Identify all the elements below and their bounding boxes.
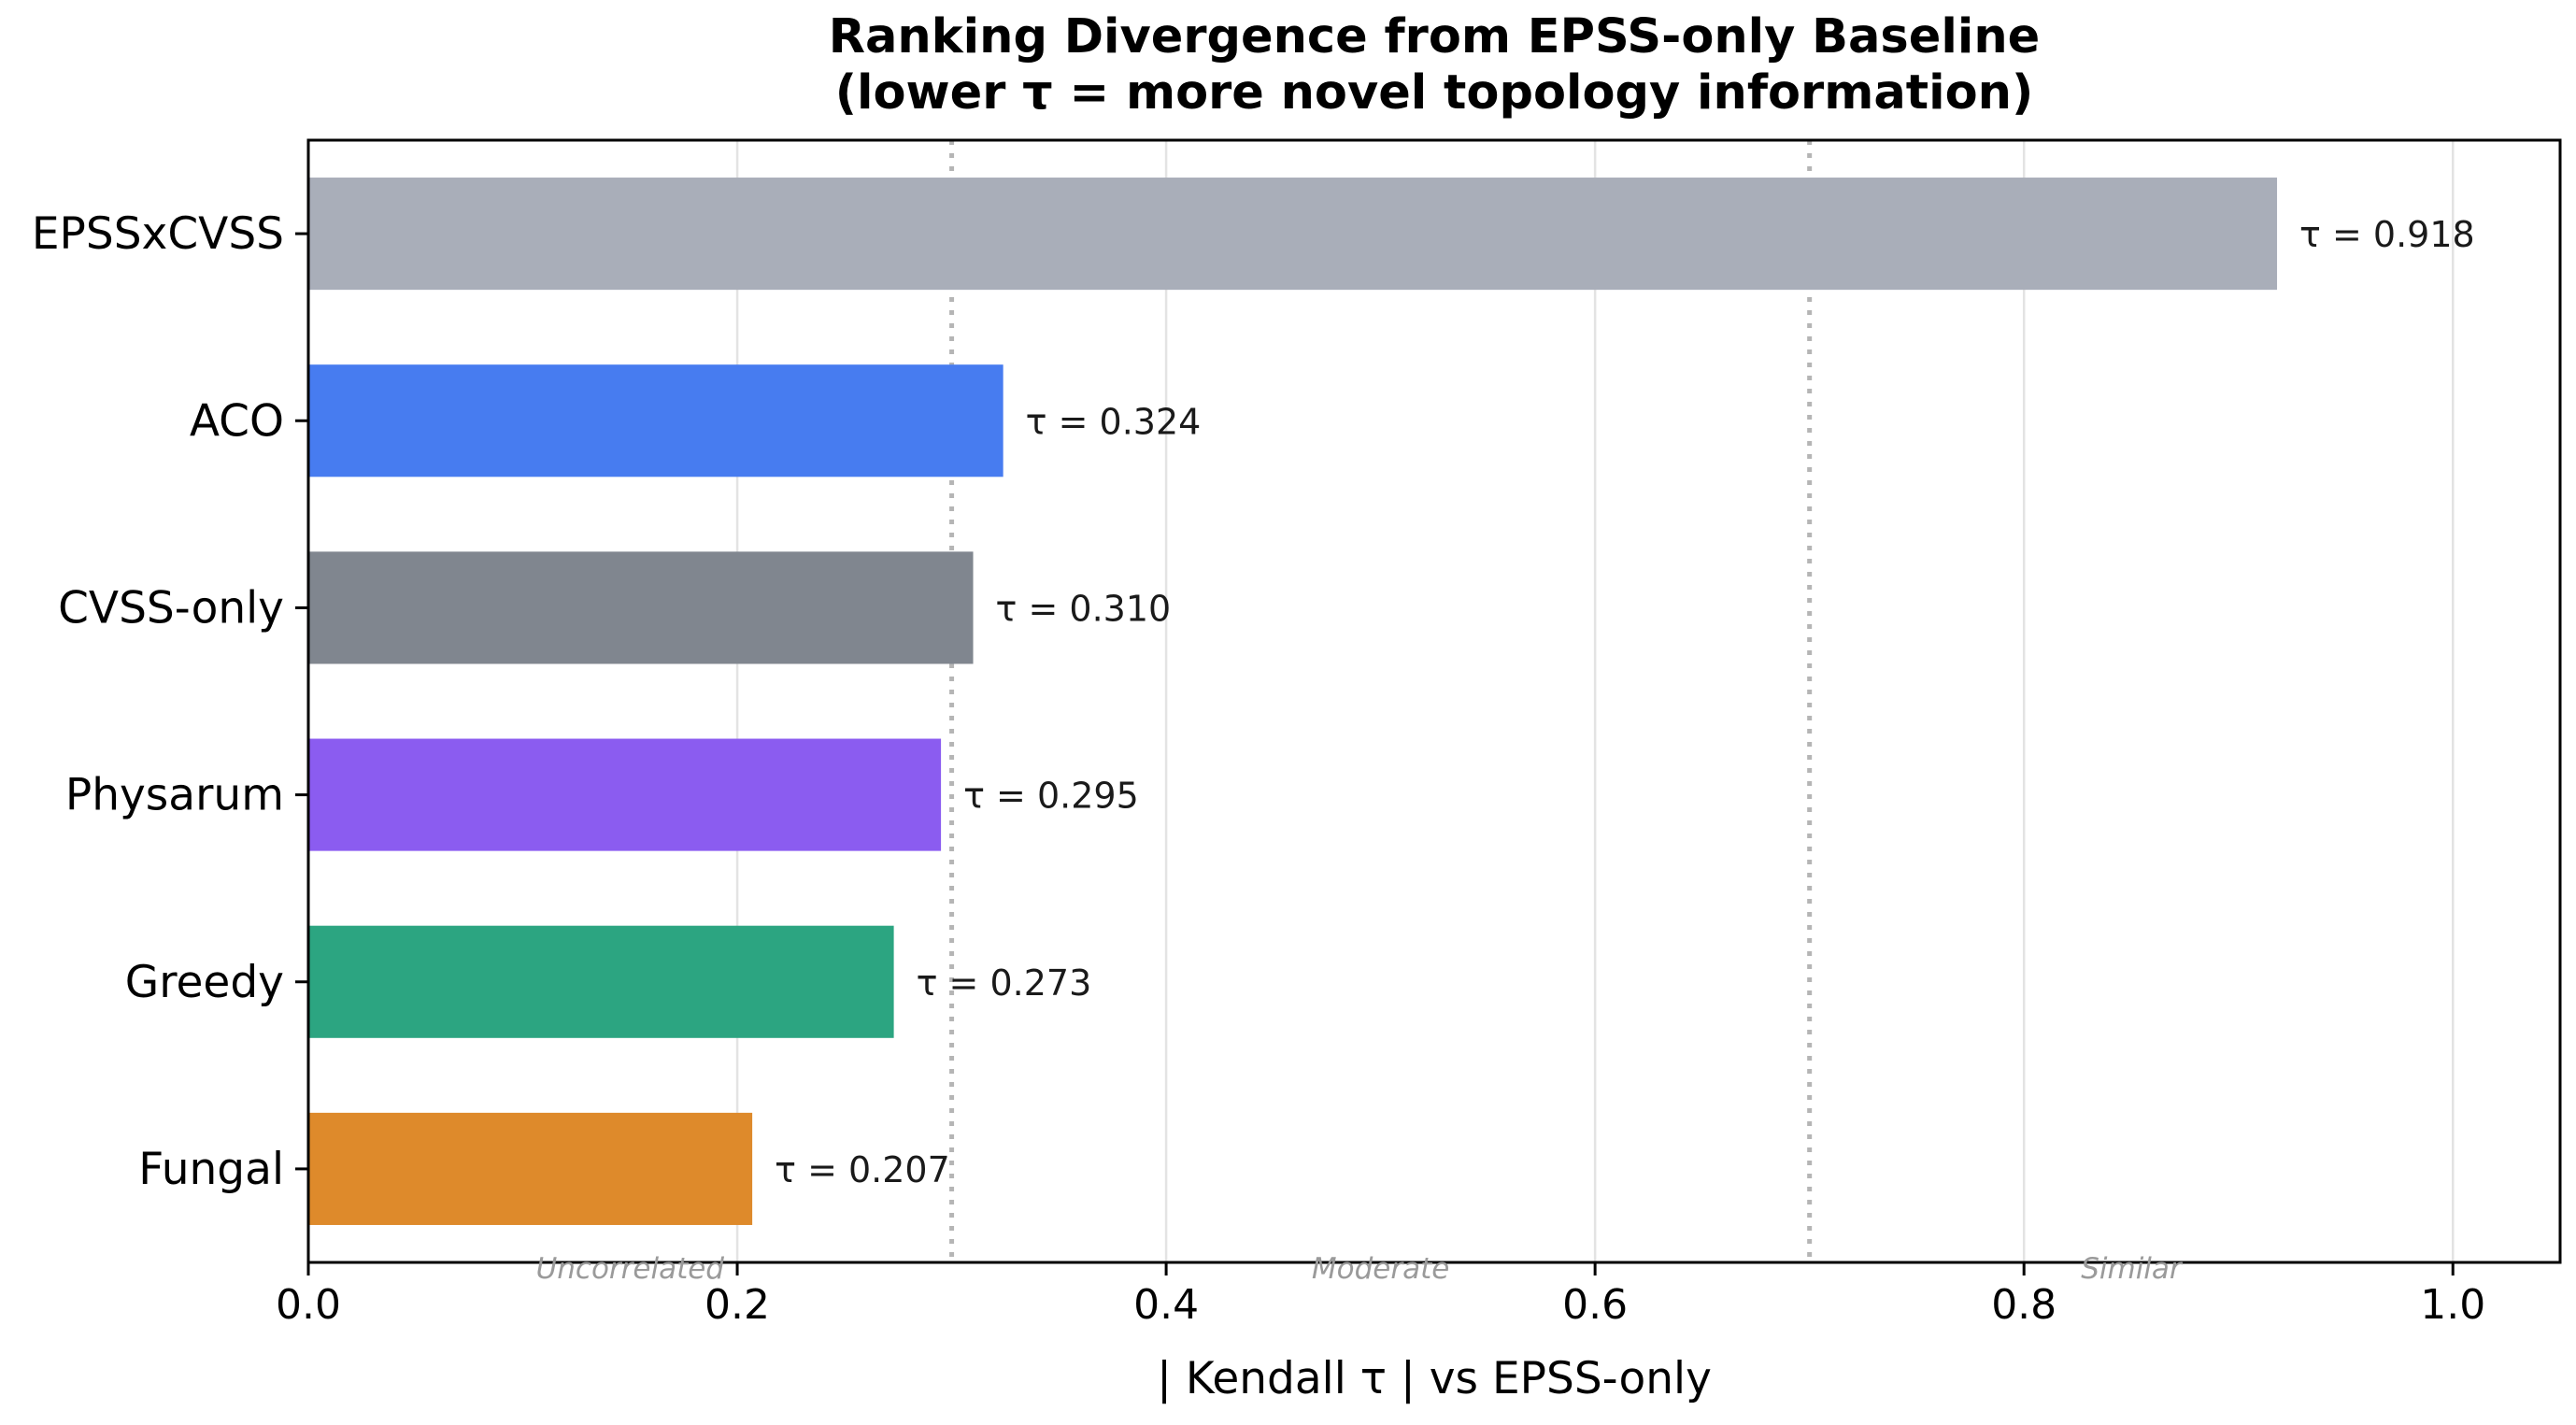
- bars: [308, 178, 2278, 1225]
- data-label: τ = 0.295: [963, 776, 1139, 817]
- data-label: τ = 0.324: [1026, 401, 1202, 442]
- x-axis-label: | Kendall τ | vs EPSS-only: [1157, 1353, 1712, 1404]
- x-tick-label: 0.4: [1133, 1281, 1199, 1329]
- y-tick-label: Physarum: [65, 770, 284, 821]
- reference-lines: [949, 140, 1813, 1262]
- chart-title: Ranking Divergence from EPSS-only Baseli…: [829, 9, 2041, 64]
- data-label: τ = 0.273: [917, 962, 1092, 1004]
- bar: [308, 178, 2278, 291]
- y-tick-label: CVSS-only: [58, 582, 284, 634]
- bar: [308, 1112, 753, 1225]
- bar: [308, 925, 894, 1038]
- data-label: τ = 0.310: [996, 588, 1172, 629]
- x-tick-label: 0.2: [704, 1281, 770, 1329]
- x-tick-label: 0.6: [1562, 1281, 1628, 1329]
- zone-labels: Uncorrelated Moderate Similar: [536, 1252, 2184, 1286]
- plot-frame: [306, 138, 2562, 1264]
- x-tick-label: 1.0: [2420, 1281, 2485, 1329]
- x-tick-label: 0.8: [1991, 1281, 2057, 1329]
- axes: 0.0 0.2 0.4 0.6 0.8 1.0 EPSSxCVSS ACO CVSS-only P…: [32, 208, 2485, 1329]
- value-labels: τ = 0.918 τ = 0.324 τ = 0.310 τ = 0.295 τ = …: [775, 214, 2475, 1190]
- bar: [308, 738, 942, 851]
- y-tick-label: Greedy: [125, 957, 284, 1008]
- y-tick-label: Fungal: [138, 1144, 284, 1195]
- chart-subtitle: (lower τ = more novel topology informati…: [835, 65, 2034, 121]
- bar: [308, 364, 1003, 477]
- zone-label: Similar: [2081, 1252, 2184, 1286]
- y-tick-label: EPSSxCVSS: [32, 208, 284, 260]
- zone-label: Moderate: [1312, 1252, 1449, 1286]
- x-tick-label: 0.0: [276, 1281, 341, 1329]
- zone-label: Uncorrelated: [536, 1252, 725, 1286]
- bar: [308, 551, 974, 664]
- y-tick-label: ACO: [190, 395, 284, 447]
- data-label: τ = 0.918: [2299, 214, 2475, 255]
- data-label: τ = 0.207: [775, 1149, 950, 1190]
